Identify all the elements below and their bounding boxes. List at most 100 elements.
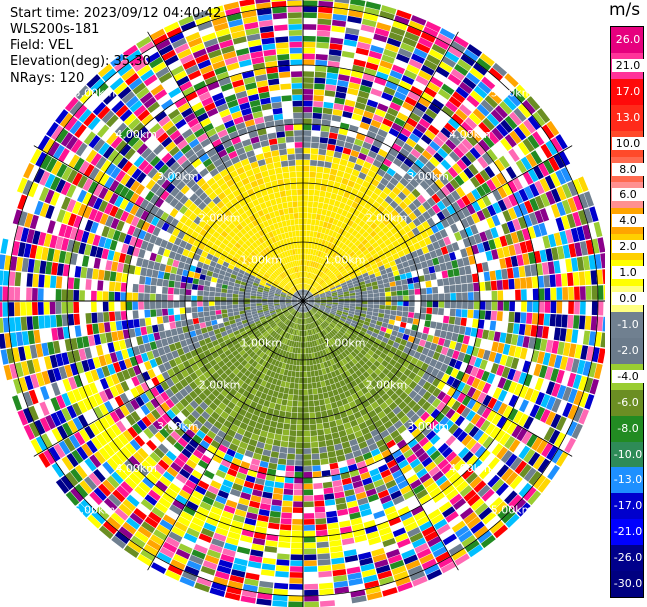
- range-gate: [264, 545, 278, 553]
- range-gate: [319, 324, 324, 331]
- range-gate: [341, 50, 355, 59]
- range-gate: [309, 165, 317, 172]
- range-gate: [239, 339, 246, 346]
- range-gate: [315, 276, 321, 282]
- range-gate: [320, 404, 327, 412]
- range-gate: [530, 150, 543, 165]
- range-gate: [328, 528, 340, 536]
- range-gate: [568, 343, 577, 358]
- range-gate: [267, 432, 275, 440]
- range-gate: [491, 341, 499, 353]
- range-gate: [161, 371, 171, 381]
- range-gate: [461, 138, 474, 151]
- range-gate: [389, 334, 397, 342]
- range-gate: [303, 35, 316, 42]
- range-gate: [239, 284, 246, 289]
- range-gate: [420, 333, 428, 341]
- range-gate: [150, 435, 162, 447]
- range-gate: [482, 135, 495, 148]
- range-gate: [295, 311, 299, 317]
- range-gate: [535, 146, 548, 162]
- range-gate: [389, 101, 402, 112]
- range-gate: [11, 395, 23, 411]
- ray: [303, 301, 484, 558]
- range-gate: [314, 184, 321, 191]
- range-gate: [515, 289, 521, 301]
- range-gate: [416, 468, 428, 479]
- range-gate: [337, 248, 344, 255]
- range-gate: [309, 418, 316, 425]
- range-gate: [293, 495, 303, 502]
- range-gate: [361, 294, 368, 298]
- range-gate: [411, 227, 420, 236]
- range-gate: [61, 314, 69, 327]
- range-gate: [399, 219, 408, 228]
- range-gate: [87, 358, 96, 371]
- range-gate: [258, 508, 270, 517]
- range-gate: [96, 291, 103, 301]
- range-gate: [280, 305, 287, 309]
- range-gate: [257, 342, 264, 349]
- range-gate: [225, 536, 239, 546]
- range-gate: [374, 376, 382, 384]
- range-gate: [410, 357, 419, 366]
- range-gate: [234, 477, 245, 486]
- range-gate: [138, 301, 144, 310]
- range-gate: [109, 311, 116, 322]
- range-gate: [341, 244, 348, 251]
- range-gate: [304, 318, 306, 325]
- range-gate: [125, 517, 141, 530]
- range-gate: [464, 326, 472, 336]
- range-gate: [189, 381, 198, 390]
- range-gate: [203, 420, 213, 430]
- range-gate: [72, 388, 83, 402]
- range-gate: [82, 397, 93, 411]
- range-gate: [294, 335, 298, 342]
- range-gate: [365, 314, 372, 319]
- range-gate: [415, 359, 424, 369]
- range-gate: [367, 307, 374, 312]
- range-gate: [340, 372, 348, 380]
- range-gate: [132, 301, 139, 310]
- range-gate: [252, 395, 260, 404]
- range-gate: [269, 310, 276, 314]
- range-gate: [348, 260, 356, 267]
- range-gate: [335, 325, 341, 331]
- range-gate: [345, 320, 352, 325]
- range-gate: [296, 312, 300, 318]
- range-gate: [540, 193, 551, 207]
- range-gate: [556, 400, 568, 415]
- range-gate: [319, 316, 325, 322]
- range-gate: [211, 339, 219, 347]
- range-gate: [217, 360, 226, 368]
- range-gate: [252, 353, 259, 361]
- range-gate: [316, 232, 321, 239]
- range-gate: [332, 297, 338, 300]
- range-gate: [470, 442, 482, 454]
- range-gate: [344, 370, 351, 378]
- ray: [303, 301, 470, 566]
- range-gate: [474, 462, 487, 476]
- range-gate: [229, 423, 239, 433]
- range-gate: [459, 81, 473, 94]
- range-gate: [349, 400, 357, 409]
- range-gate: [384, 505, 397, 516]
- range-gate: [321, 336, 327, 343]
- range-gate: [295, 365, 300, 372]
- range-gate: [340, 281, 347, 287]
- range-gate: [52, 249, 61, 263]
- range-gate: [405, 182, 415, 193]
- range-gate: [271, 358, 277, 366]
- range-gate: [285, 320, 291, 326]
- range-gate: [345, 211, 353, 220]
- range-gate: [192, 318, 200, 325]
- range-gate: [318, 290, 325, 294]
- range-gate: [317, 310, 323, 315]
- range-gate: [384, 287, 391, 293]
- range-gate: [228, 316, 235, 321]
- range-gate: [385, 291, 391, 297]
- range-gate: [274, 293, 281, 297]
- range-gate: [259, 430, 268, 438]
- range-gate: [203, 285, 210, 292]
- range-gate: [370, 345, 377, 353]
